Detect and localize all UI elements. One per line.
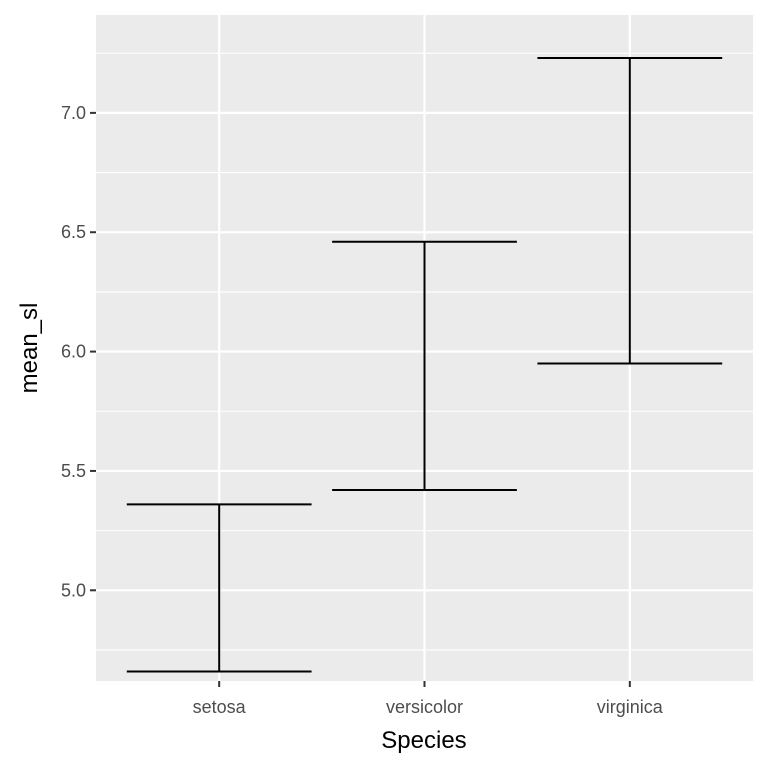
x-tick-label: versicolor xyxy=(386,697,463,717)
y-tick-label: 5.0 xyxy=(61,580,86,600)
y-tick-label: 6.5 xyxy=(61,222,86,242)
y-tick-label: 6.0 xyxy=(61,342,86,362)
x-tick-label: virginica xyxy=(597,697,664,717)
error-bars xyxy=(126,56,723,673)
x-tick-label: setosa xyxy=(193,697,247,717)
error-bar-setosa xyxy=(126,503,312,673)
error-bar-versicolor xyxy=(332,240,517,492)
y-tick-label: 7.0 xyxy=(61,103,86,123)
y-tick-label: 5.5 xyxy=(61,461,86,481)
axis-ticks: 5.0 5.5 6.0 6.5 7.0 setosa versicolor virginica xyxy=(61,103,664,717)
x-axis-title: Species xyxy=(381,727,466,754)
error-bar-virginica xyxy=(537,56,723,365)
y-axis-title: mean_sl xyxy=(16,303,43,394)
